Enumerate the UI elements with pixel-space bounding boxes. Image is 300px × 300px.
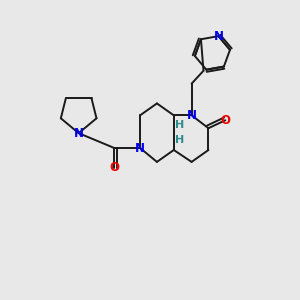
Text: N: N (135, 142, 145, 154)
Text: H: H (175, 120, 184, 130)
Text: O: O (220, 114, 230, 127)
Text: N: N (187, 109, 196, 122)
Text: O: O (109, 161, 119, 174)
Text: N: N (214, 30, 224, 43)
Text: H: H (175, 135, 184, 145)
Text: N: N (74, 127, 84, 140)
